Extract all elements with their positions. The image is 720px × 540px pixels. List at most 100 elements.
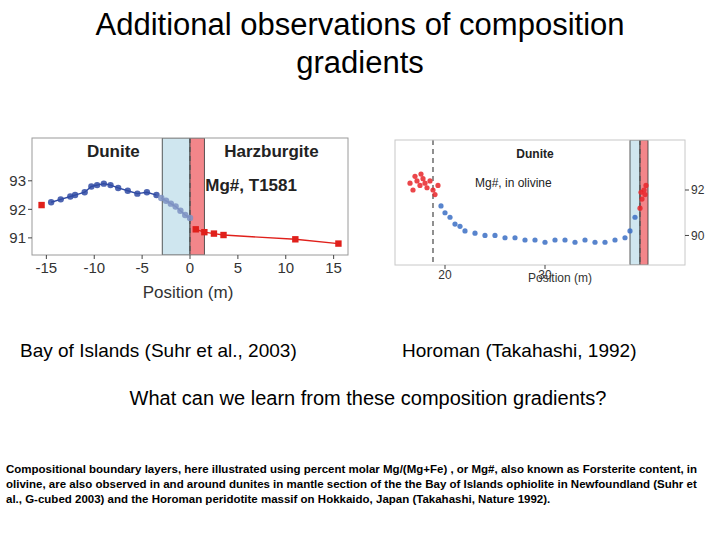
- point: [412, 174, 417, 179]
- point: [418, 171, 423, 176]
- x-tick-label: 10: [277, 259, 294, 276]
- y-tick-label: 93: [9, 172, 26, 189]
- point: [201, 229, 207, 235]
- point: [422, 181, 427, 186]
- point: [622, 235, 627, 240]
- point: [457, 224, 462, 229]
- point: [512, 235, 517, 240]
- point: [582, 237, 587, 242]
- point: [424, 185, 429, 190]
- annotation: Mg#, in olivine: [475, 176, 552, 190]
- point: [58, 196, 64, 202]
- y-tick: [685, 235, 689, 236]
- point: [125, 188, 131, 194]
- series-line: [196, 229, 339, 243]
- x-tick-label: -5: [135, 259, 148, 276]
- x-tick-label: -10: [83, 259, 105, 276]
- point: [572, 240, 577, 245]
- point: [602, 240, 607, 245]
- point: [562, 237, 567, 242]
- x-tick-label: 0: [186, 259, 194, 276]
- point: [641, 187, 646, 192]
- point: [187, 215, 193, 221]
- point: [442, 210, 447, 215]
- y-tick: [28, 180, 32, 181]
- y-tick-label: 92: [691, 183, 705, 197]
- point: [447, 215, 452, 220]
- point: [637, 206, 642, 211]
- point: [472, 231, 477, 236]
- x-axis-label: Position (m): [528, 271, 592, 285]
- point: [462, 228, 467, 233]
- plot-area: [38, 138, 341, 255]
- x-tick-label: -15: [36, 259, 58, 276]
- point: [417, 183, 422, 188]
- plot-frame: [32, 138, 348, 255]
- point: [592, 240, 597, 245]
- point: [414, 178, 419, 183]
- point: [38, 202, 44, 208]
- point: [452, 221, 457, 226]
- point: [107, 182, 113, 188]
- point: [552, 237, 557, 242]
- x-tick-label: 5: [234, 259, 242, 276]
- point: [427, 178, 432, 183]
- point: [532, 237, 537, 242]
- question: What can we learn from these composition…: [130, 387, 607, 409]
- footnote: Compositional boundary layers, here illu…: [6, 462, 714, 508]
- point: [48, 199, 54, 205]
- divider: [189, 138, 190, 255]
- chart-0: -15-10-5051015919293DuniteHarzburgiteMg#…: [9, 138, 348, 302]
- point: [81, 189, 87, 195]
- plot-area: [407, 140, 648, 265]
- span: [640, 140, 648, 265]
- caption: Horoman (Takahashi, 1992): [402, 340, 636, 361]
- point: [435, 183, 440, 188]
- point: [432, 192, 437, 197]
- point: [627, 228, 632, 233]
- y-tick-label: 92: [9, 201, 26, 218]
- annotation: Dunite: [516, 147, 554, 161]
- point: [172, 203, 178, 209]
- point: [643, 183, 648, 188]
- point: [542, 240, 547, 245]
- span: [630, 140, 640, 265]
- annotation: Mg#, T1581: [205, 176, 297, 195]
- caption: Bay of Islands (Suhr et al., 2003): [20, 340, 297, 361]
- point: [492, 233, 497, 238]
- point: [211, 230, 217, 236]
- point: [407, 181, 412, 186]
- point: [134, 190, 140, 196]
- point: [639, 196, 644, 201]
- annotation: Harzburgite: [224, 142, 318, 161]
- slide-title: Additional observations of composition g…: [40, 6, 680, 82]
- point: [502, 235, 507, 240]
- x-tick-label: 20: [438, 268, 452, 282]
- point: [632, 215, 637, 220]
- point: [177, 208, 183, 214]
- divider: [432, 140, 433, 265]
- y-tick: [685, 190, 689, 191]
- y-tick: [28, 237, 32, 238]
- y-tick-label: 90: [691, 229, 705, 243]
- point: [642, 192, 647, 197]
- span: [190, 138, 204, 255]
- slide-canvas: -15-10-5051015919293DuniteHarzburgiteMg#…: [0, 0, 720, 540]
- point: [220, 232, 226, 238]
- plot-frame: [395, 140, 685, 265]
- x-axis-label: Position (m): [143, 283, 234, 302]
- point: [72, 192, 78, 198]
- point: [522, 237, 527, 242]
- point: [335, 240, 341, 246]
- y-tick-label: 91: [9, 229, 26, 246]
- point: [94, 182, 100, 188]
- chart-1: 20309092DuniteMg#, in olivinePosition (m…: [395, 140, 705, 285]
- point: [193, 226, 199, 232]
- annotation: Dunite: [87, 142, 140, 161]
- point: [410, 187, 415, 192]
- point: [612, 237, 617, 242]
- point: [101, 180, 107, 186]
- series-line: [161, 198, 190, 218]
- y-tick: [28, 209, 32, 210]
- point: [88, 183, 94, 189]
